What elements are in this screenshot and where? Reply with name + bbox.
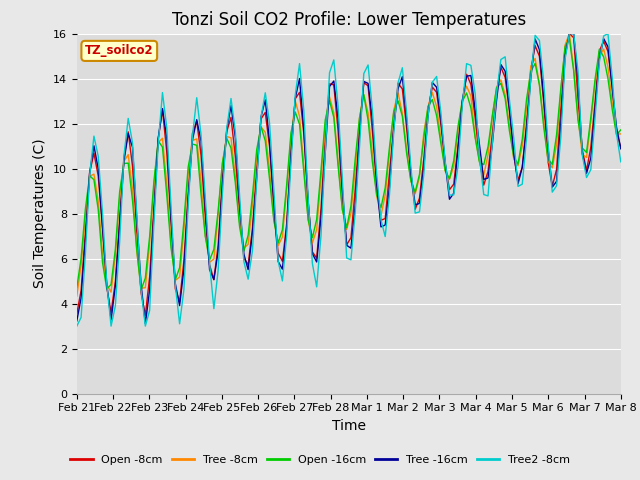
Title: Tonzi Soil CO2 Profile: Lower Temperatures: Tonzi Soil CO2 Profile: Lower Temperatur…: [172, 11, 526, 29]
Legend: Open -8cm, Tree -8cm, Open -16cm, Tree -16cm, Tree2 -8cm: Open -8cm, Tree -8cm, Open -16cm, Tree -…: [66, 451, 574, 469]
Y-axis label: Soil Temperatures (C): Soil Temperatures (C): [33, 139, 47, 288]
Text: TZ_soilco2: TZ_soilco2: [85, 44, 154, 58]
X-axis label: Time: Time: [332, 419, 366, 433]
